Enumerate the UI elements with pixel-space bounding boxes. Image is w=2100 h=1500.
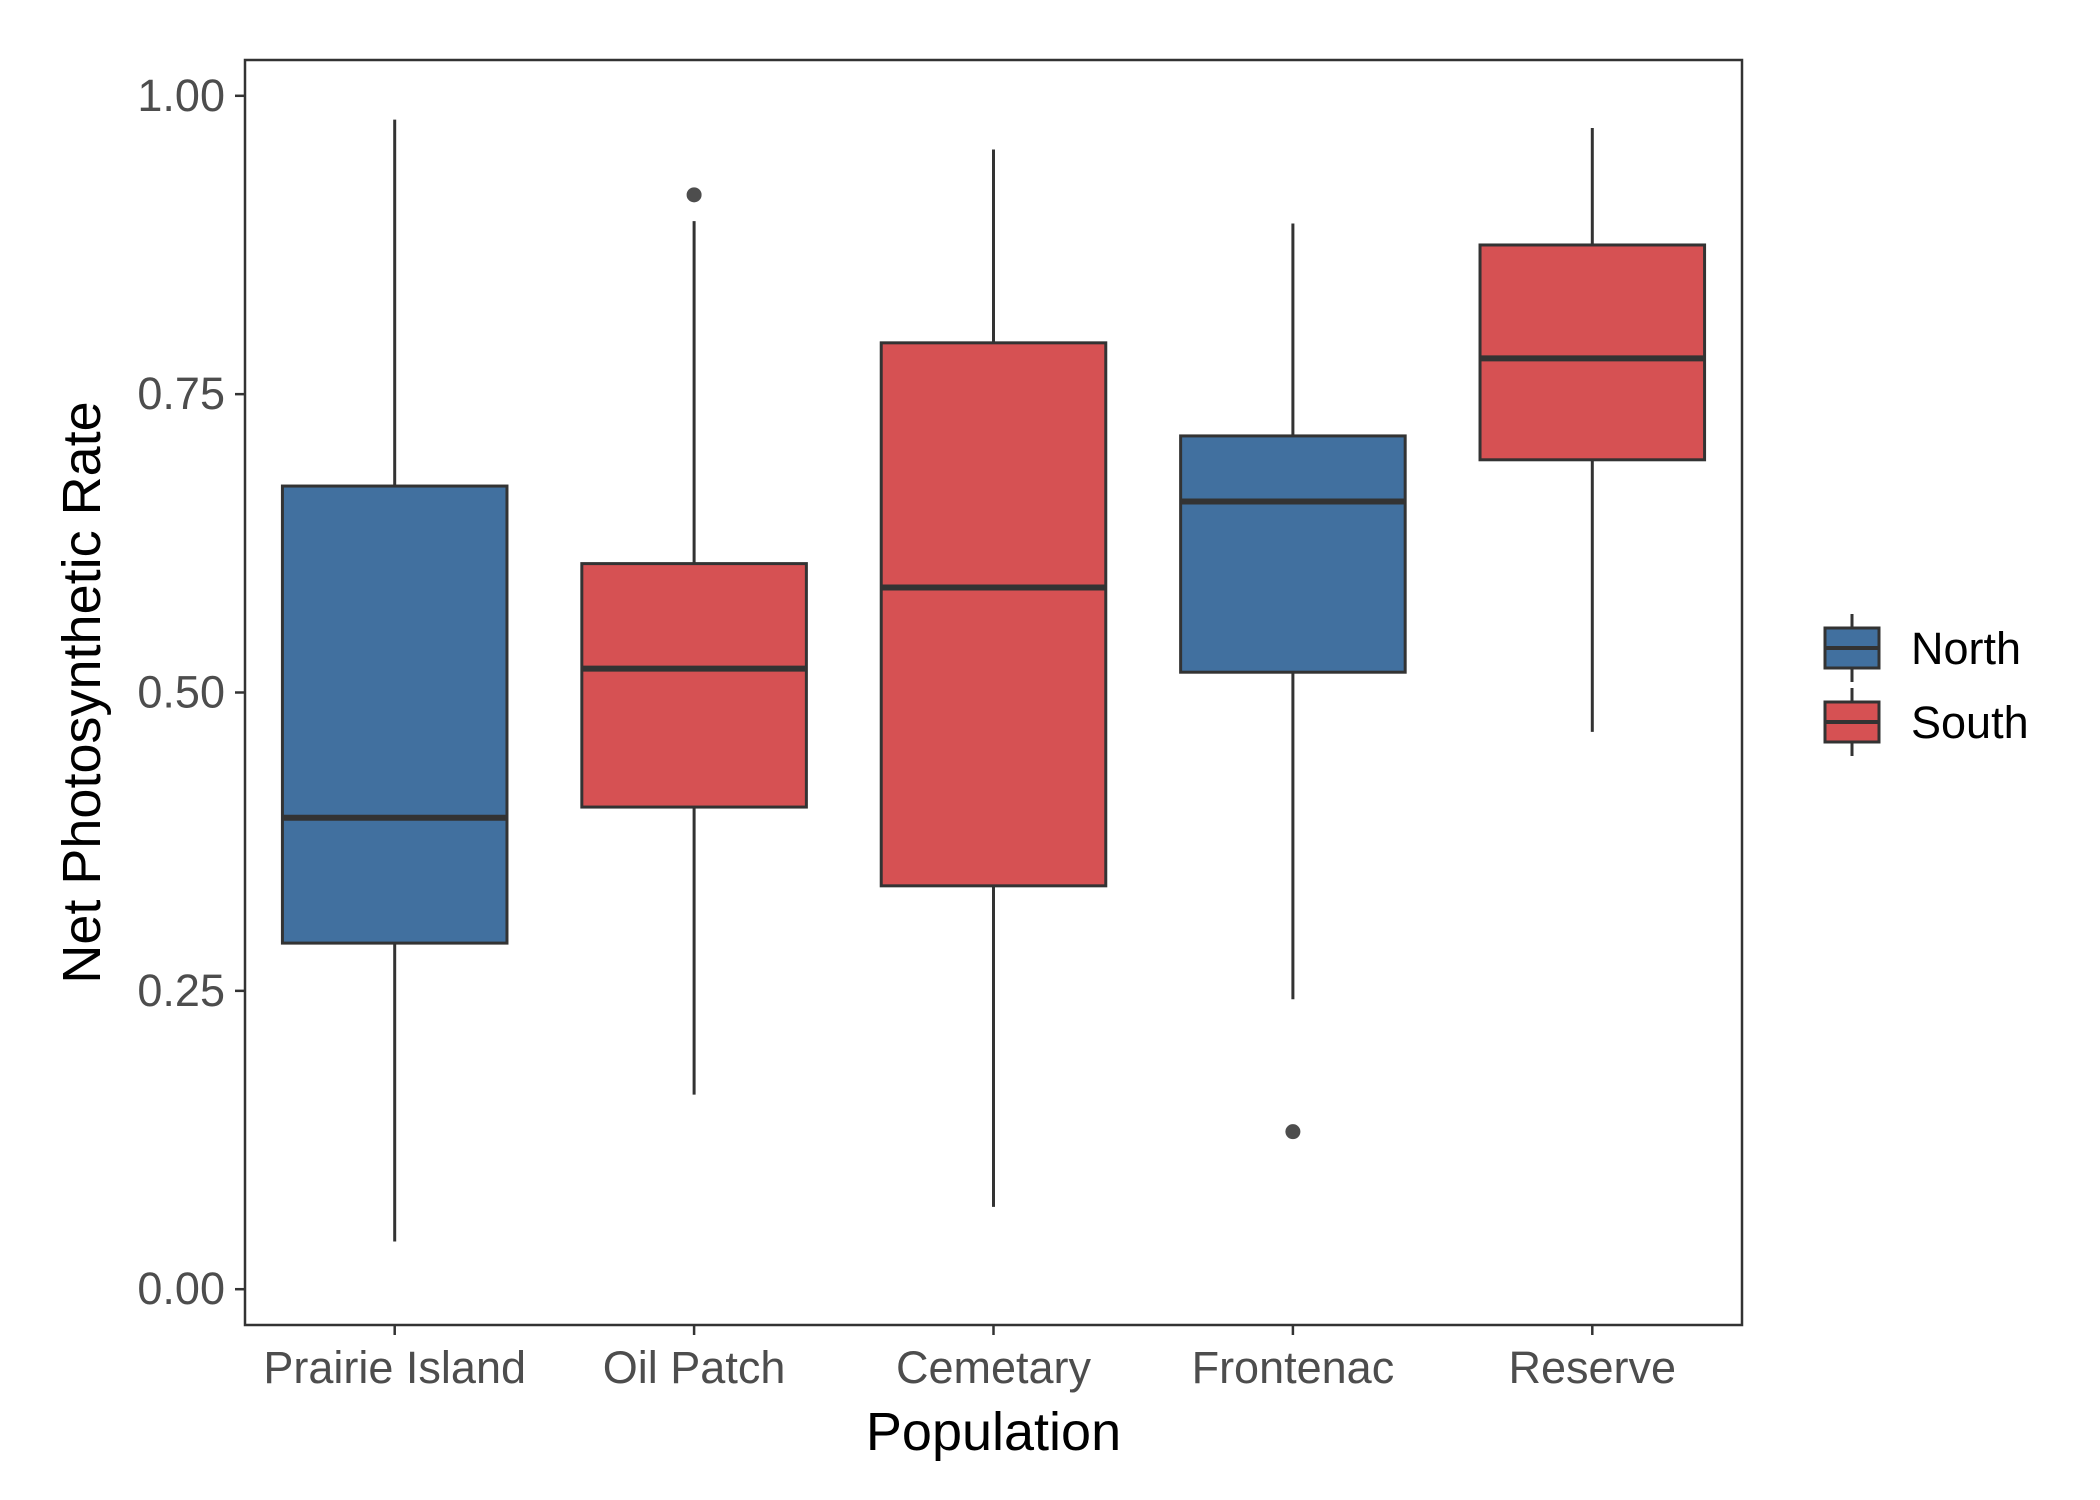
legend-item-north: North [1823,614,2021,682]
box-frontenac [1179,223,1407,1140]
x-axis-title: Population [866,1402,1121,1462]
y-axis-title: Net Photosynthetic Rate [52,401,112,983]
x-tick-label: Frontenac [1192,1342,1395,1393]
box-prairie-island [280,119,509,1242]
x-tick-label: Cemetary [896,1342,1092,1393]
box-iqr [1179,434,1407,674]
box-oil-patch [580,187,808,1095]
box-cemetary [879,149,1108,1207]
legend-label: North [1911,623,2021,674]
outlier-point [686,187,702,203]
box-reserve [1478,128,1707,732]
legend-item-south: South [1823,688,2029,756]
plot-area [245,60,1742,1325]
box-iqr [280,484,509,945]
y-tick-label: 0.00 [137,1263,225,1314]
axes: 0.00 0.25 0.50 0.75 1.00 Prairie Island Oil Pa… [137,58,1744,1393]
y-tick-label: 0.25 [137,965,225,1016]
y-tick-label: 0.50 [137,667,225,718]
legend-label: South [1911,697,2029,748]
y-tick-label: 0.75 [137,368,225,419]
box-iqr [1478,243,1707,462]
legend: North South [1823,614,2029,756]
x-tick-label: Reserve [1509,1342,1677,1393]
outlier-point [1285,1124,1301,1140]
x-tick-label: Oil Patch [603,1342,786,1393]
box-iqr [580,562,808,809]
box-iqr [879,341,1108,888]
x-tick-label: Prairie Island [263,1342,526,1393]
y-tick-label: 1.00 [137,70,225,121]
